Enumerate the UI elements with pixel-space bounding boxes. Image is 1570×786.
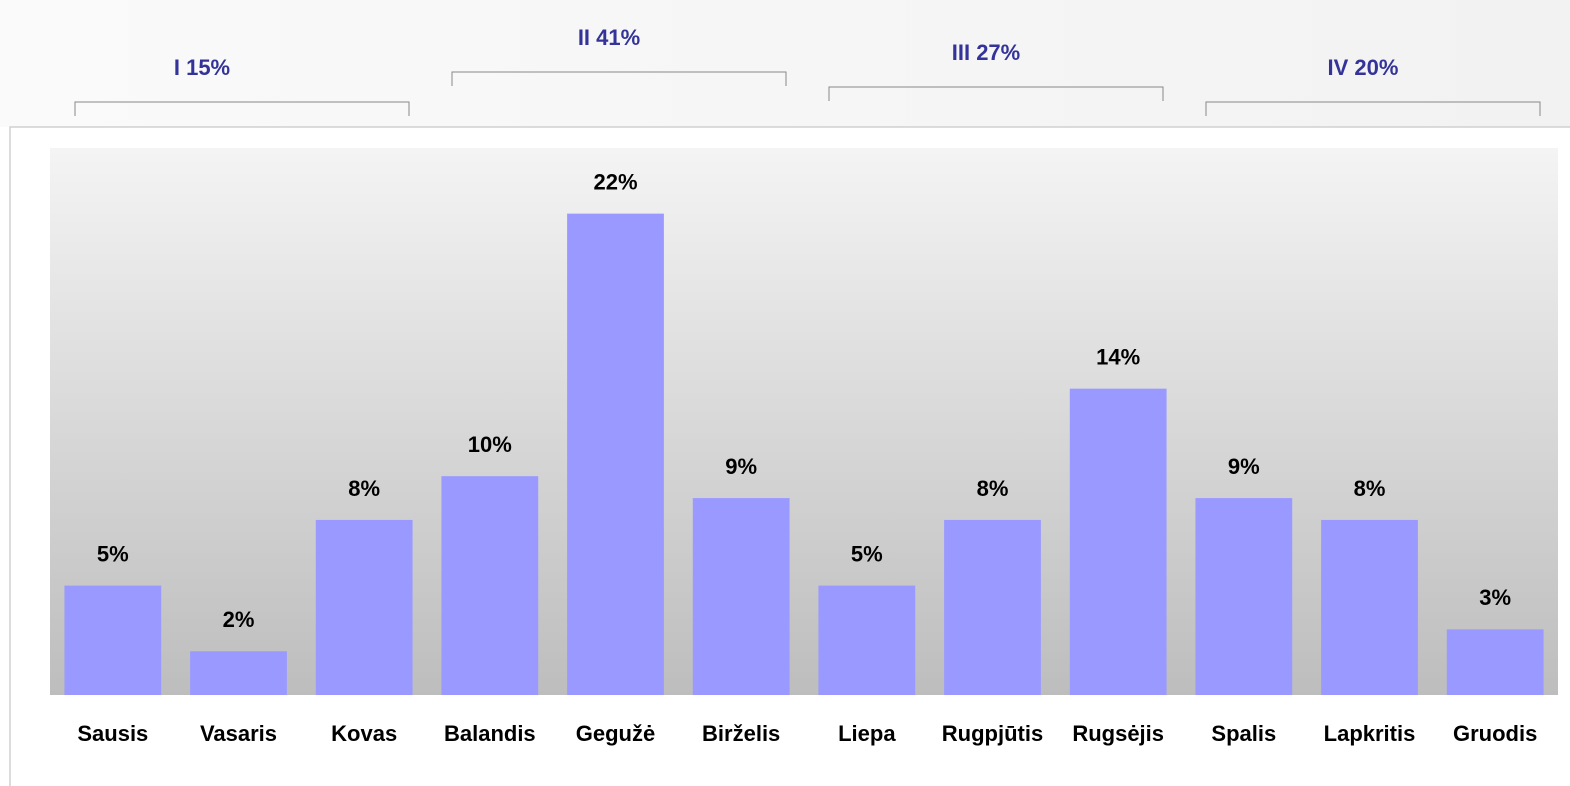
x-tick-label: Rugpjūtis	[942, 721, 1043, 746]
value-label: 5%	[97, 541, 129, 566]
value-label: 22%	[593, 169, 637, 194]
frame	[9, 126, 1570, 786]
value-label: 5%	[851, 541, 883, 566]
x-tick-label: Gegužė	[576, 721, 655, 746]
x-tick-label: Spalis	[1211, 721, 1276, 746]
bar	[944, 519, 1041, 695]
value-label: 8%	[348, 476, 380, 501]
value-label: 8%	[1354, 476, 1386, 501]
quarter-label: I 15%	[174, 55, 230, 80]
x-tick-label: Rugsėjis	[1072, 721, 1164, 746]
bar	[441, 476, 539, 695]
quarter-bracket	[828, 86, 1164, 101]
bar	[315, 519, 413, 695]
quarter-label: III 27%	[952, 40, 1020, 65]
x-tick-label: Lapkritis	[1324, 721, 1416, 746]
x-tick-label: Birželis	[702, 721, 780, 746]
bar	[64, 585, 162, 695]
x-tick-label: Kovas	[331, 721, 397, 746]
quarter-bracket	[451, 71, 787, 86]
x-tick-label: Vasaris	[200, 721, 277, 746]
quarter-label: II 41%	[578, 25, 640, 50]
value-label: 8%	[977, 476, 1009, 501]
value-label: 14%	[1096, 344, 1140, 369]
x-tick-label: Balandis	[444, 721, 536, 746]
value-label: 10%	[468, 432, 512, 457]
bar	[190, 651, 287, 695]
x-tick-label: Gruodis	[1453, 721, 1537, 746]
bar	[1446, 629, 1544, 695]
value-label: 9%	[725, 454, 757, 479]
bar	[818, 585, 916, 695]
quarter-bracket	[1205, 101, 1541, 116]
bar	[1069, 388, 1167, 695]
header-bg	[0, 0, 1570, 127]
quarter-label: IV 20%	[1328, 55, 1399, 80]
bar	[1195, 498, 1293, 695]
value-label: 2%	[223, 607, 255, 632]
plot-area	[50, 148, 1558, 695]
bar	[1321, 519, 1418, 695]
value-label: 3%	[1479, 585, 1511, 610]
value-label: 9%	[1228, 454, 1260, 479]
x-tick-label: Liepa	[838, 721, 896, 746]
quarter-bracket	[74, 101, 410, 116]
x-tick-label: Sausis	[77, 721, 148, 746]
bar	[567, 213, 664, 695]
bar	[692, 498, 790, 695]
